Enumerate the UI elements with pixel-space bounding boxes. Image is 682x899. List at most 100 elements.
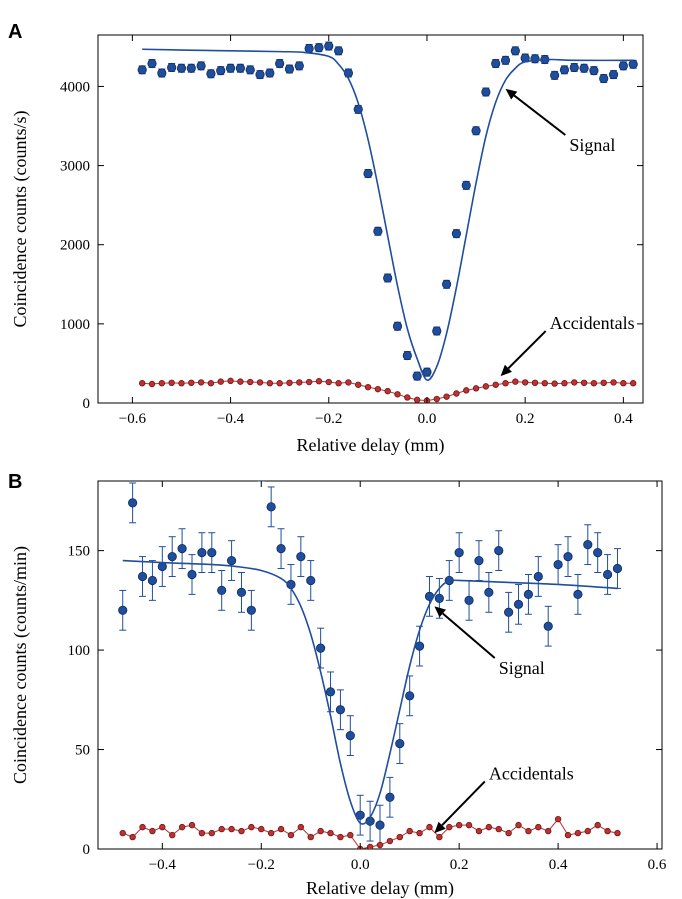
signal-point-a-31 <box>442 279 452 289</box>
accidental-point-b-10 <box>218 825 225 833</box>
signal-point-a-27 <box>402 350 412 361</box>
accidental-point-a-10 <box>237 378 244 385</box>
panel-label-b: B <box>8 471 22 493</box>
signal-point-b-10 <box>217 585 227 596</box>
signal-point-a-6 <box>196 61 206 71</box>
signal-point-b-32 <box>434 593 444 603</box>
x-tick-label-b-4: 0.4 <box>549 857 568 873</box>
accidental-point-b-47 <box>584 827 591 835</box>
accidental-point-a-42 <box>551 380 558 387</box>
signal-point-b-4 <box>157 561 167 572</box>
signal-point-b-8 <box>197 548 207 558</box>
accidental-point-a-36 <box>492 381 499 388</box>
signal-point-a-37 <box>500 55 511 65</box>
accidental-point-b-4 <box>159 823 166 831</box>
signal-point-b-20 <box>316 643 326 653</box>
accidental-point-b-43 <box>545 827 552 835</box>
signal-point-a-34 <box>471 126 481 136</box>
signal-point-b-27 <box>385 792 395 802</box>
signal-point-a-40 <box>530 54 540 64</box>
x-tick-label-b-3: 0.2 <box>450 857 469 873</box>
y-tick-label-b-3: 150 <box>68 544 91 560</box>
annotation-accidentals-b: Accidentals <box>489 763 574 783</box>
y-tick-label-a-3: 3000 <box>60 159 90 175</box>
accidental-point-b-17 <box>287 831 295 839</box>
accidental-point-a-31 <box>443 393 450 400</box>
accidental-point-a-50 <box>629 380 637 387</box>
y-tick-label-a-2: 2000 <box>60 238 90 254</box>
signal-point-b-48 <box>593 548 603 558</box>
annotation-accidentals-a: Accidentals <box>550 313 635 333</box>
fit-curve-b <box>122 559 618 825</box>
accidental-point-a-35 <box>482 383 490 390</box>
signal-point-a-11 <box>245 65 255 75</box>
signal-point-b-35 <box>464 595 474 605</box>
signal-point-b-49 <box>602 569 613 580</box>
accidental-point-b-42 <box>535 823 542 831</box>
signal-point-a-4 <box>176 63 187 73</box>
accidental-point-a-30 <box>433 395 440 403</box>
signal-point-a-16 <box>294 61 304 71</box>
signal-point-b-1 <box>128 498 138 508</box>
signal-point-a-36 <box>491 58 501 69</box>
signal-point-b-23 <box>345 731 355 741</box>
accidental-point-b-39 <box>505 829 512 837</box>
accidental-point-b-20 <box>317 827 324 835</box>
fit-curve-a <box>142 48 634 381</box>
accidental-point-b-5 <box>169 831 176 839</box>
panel-b: B −0.4 −0.2 0.0 0.2 0.4 0.6 0 50 100 150 Signal Acc… <box>8 471 667 899</box>
y-axis-label-a: Coincidence counts (counts/s) <box>10 111 31 328</box>
accidental-point-b-1 <box>129 833 136 841</box>
signal-point-b-30 <box>414 641 425 651</box>
annotation-signal-b: Signal <box>499 658 545 678</box>
accidental-point-a-39 <box>521 379 529 386</box>
signal-point-b-46 <box>573 589 583 599</box>
plot-b-axes: −0.4 −0.2 0.0 0.2 0.4 0.6 0 50 100 150 Signal Accid… <box>68 481 667 873</box>
x-axis-label-b: Relative delay (mm) <box>306 878 454 899</box>
signal-point-a-10 <box>235 63 245 73</box>
annotation-arrowhead-signal-b <box>434 606 447 618</box>
signal-point-b-21 <box>325 687 336 697</box>
accidental-point-b-38 <box>495 825 502 833</box>
x-tick-label-a-1: −0.4 <box>217 411 245 427</box>
accidental-point-b-0 <box>119 829 126 837</box>
signal-point-a-14 <box>275 58 285 69</box>
signal-point-a-26 <box>392 321 403 331</box>
annotation-arrow-signal-a <box>513 94 566 136</box>
signal-point-b-37 <box>484 587 494 597</box>
accidental-point-b-41 <box>525 827 532 835</box>
accidental-point-b-44 <box>554 815 562 823</box>
accidental-point-a-5 <box>188 379 195 387</box>
accidental-point-a-32 <box>453 390 460 397</box>
accidental-point-b-11 <box>228 825 235 833</box>
panel-a: A −0.6 −0.4 −0.2 0.0 0.2 0.4 0 1000 2000 3000 4000… <box>8 21 644 456</box>
accidental-point-b-40 <box>515 821 522 829</box>
accidental-point-a-48 <box>610 379 617 386</box>
accidental-point-b-8 <box>198 829 206 837</box>
signal-point-b-13 <box>246 605 256 615</box>
signal-point-a-12 <box>255 69 265 80</box>
signal-point-b-43 <box>543 621 553 631</box>
signal-point-a-2 <box>157 68 167 78</box>
accidental-point-a-12 <box>256 379 264 386</box>
y-tick-label-b-0: 0 <box>83 842 91 858</box>
accidental-point-a-25 <box>384 387 391 395</box>
signal-point-b-39 <box>504 607 514 617</box>
signal-point-a-20 <box>333 46 344 56</box>
plot-a-marks <box>137 41 638 403</box>
accidental-point-a-43 <box>561 380 568 387</box>
signal-point-a-24 <box>373 226 383 236</box>
signal-point-b-11 <box>226 555 237 566</box>
accidental-point-b-6 <box>178 823 186 831</box>
signal-point-b-44 <box>553 559 563 570</box>
signal-point-a-0 <box>137 65 147 75</box>
x-tick-label-a-0: −0.6 <box>119 411 147 427</box>
plot-area-b <box>97 480 663 850</box>
plot-area-a <box>97 34 644 404</box>
signal-point-b-38 <box>494 546 504 556</box>
accidental-point-b-50 <box>614 829 621 837</box>
accidental-point-b-36 <box>475 827 483 835</box>
accidental-point-a-37 <box>502 380 509 387</box>
accidental-point-a-27 <box>404 394 411 401</box>
accidental-point-b-9 <box>208 829 215 837</box>
